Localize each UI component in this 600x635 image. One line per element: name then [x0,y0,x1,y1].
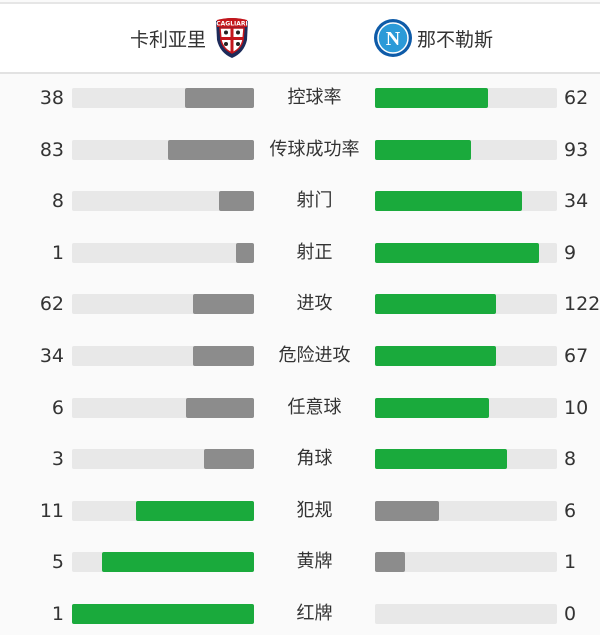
away-value: 34 [564,190,589,213]
away-bar-fill [375,397,489,418]
home-bar-track [72,500,254,521]
away-bar-fill [375,346,496,366]
home-bar-track [72,604,254,624]
stat-label: 红牌 [296,603,333,624]
stat-label: 射正 [296,241,333,263]
away-value: 0 [564,603,577,625]
away-bar-fill [375,294,496,315]
home-value: 11 [39,499,64,522]
stat-label: 控球率 [287,87,342,108]
away-bar-track [375,294,557,315]
stat-row: 1 射正 9 [0,233,600,273]
away-value: 6 [564,499,577,522]
home-bar-track [72,191,254,212]
cagliari-logo-icon: CAGLIARI [214,17,250,59]
home-value: 3 [51,448,64,471]
away-value: 10 [564,396,589,419]
home-value: 5 [51,551,64,574]
stat-label: 进攻 [296,293,333,315]
home-bar-track [72,346,254,366]
home-team-name: 卡利亚里 [130,28,207,51]
home-bar-track [72,294,254,315]
home-bar-track [72,552,254,573]
home-bar-fill [72,604,254,624]
home-value: 83 [39,138,64,161]
away-bar-track [375,346,557,366]
away-value: 9 [564,241,577,264]
home-value: 62 [39,293,64,316]
home-value: 34 [39,345,64,367]
away-team[interactable]: N 那不勒斯 [373,4,493,72]
away-bar-track [375,500,557,521]
away-bar-track [375,552,557,573]
away-bar-fill [375,242,539,263]
stat-label: 犯规 [296,499,333,521]
away-bar-fill [375,500,440,521]
home-bar-track [72,139,254,160]
home-bar-track [72,397,254,418]
away-bar-track [375,604,557,624]
home-bar-fill [185,397,254,418]
napoli-logo-icon: N [373,18,413,58]
match-header: 卡利亚里 CAGLIARI N 那不勒斯 [0,4,600,74]
stat-row: 3 角球 8 [0,439,600,479]
away-bar-fill [375,449,508,470]
home-bar-fill [235,242,254,263]
stat-row: 1 红牌 0 [0,594,600,634]
stat-label: 危险进攻 [278,345,351,366]
home-bar-track [72,449,254,470]
stat-label: 角球 [296,448,333,470]
home-value: 8 [51,190,64,213]
away-team-name: 那不勒斯 [417,28,494,51]
stat-label: 任意球 [287,396,342,418]
home-value: 1 [51,603,64,625]
stat-row: 38 控球率 62 [0,78,600,118]
away-bar-fill [375,552,406,573]
home-value: 38 [39,87,64,109]
away-bar-fill [375,88,488,108]
home-logo-text: CAGLIARI [216,21,248,28]
away-bar-track [375,449,557,470]
away-value: 122 [564,293,600,316]
away-value: 8 [564,448,577,471]
home-bar-fill [192,346,254,366]
away-value: 62 [564,87,589,109]
top-divider [0,2,600,4]
away-logo-text: N [386,28,401,50]
home-bar-fill [184,88,254,108]
home-value: 1 [51,241,64,264]
stat-label: 传球成功率 [269,138,360,160]
stat-row: 6 任意球 10 [0,388,600,428]
away-value: 1 [564,551,577,574]
away-bar-track [375,397,557,418]
home-bar-fill [102,552,254,573]
stat-row: 8 射门 34 [0,181,600,221]
home-bar-track [72,88,254,108]
away-value: 67 [564,345,589,367]
away-bar-track [375,191,557,212]
home-team[interactable]: 卡利亚里 CAGLIARI [130,4,250,72]
home-bar-fill [192,294,254,315]
away-bar-fill [375,139,472,160]
stat-row: 11 犯规 6 [0,491,600,531]
home-bar-fill [136,500,254,521]
stat-row: 62 进攻 122 [0,284,600,324]
home-bar-track [72,242,254,263]
away-bar-track [375,242,557,263]
away-bar-fill [375,191,523,212]
home-bar-fill [219,191,254,212]
home-value: 6 [51,396,64,419]
stat-row: 5 黄牌 1 [0,542,600,582]
home-bar-fill [204,449,254,470]
stat-row: 34 危险进攻 67 [0,336,600,376]
stat-label: 射门 [296,190,333,212]
stat-label: 黄牌 [296,551,333,573]
away-bar-track [375,139,557,160]
home-bar-fill [168,139,254,160]
away-bar-track [375,88,557,108]
stat-row: 83 传球成功率 93 [0,130,600,170]
away-value: 93 [564,138,589,161]
